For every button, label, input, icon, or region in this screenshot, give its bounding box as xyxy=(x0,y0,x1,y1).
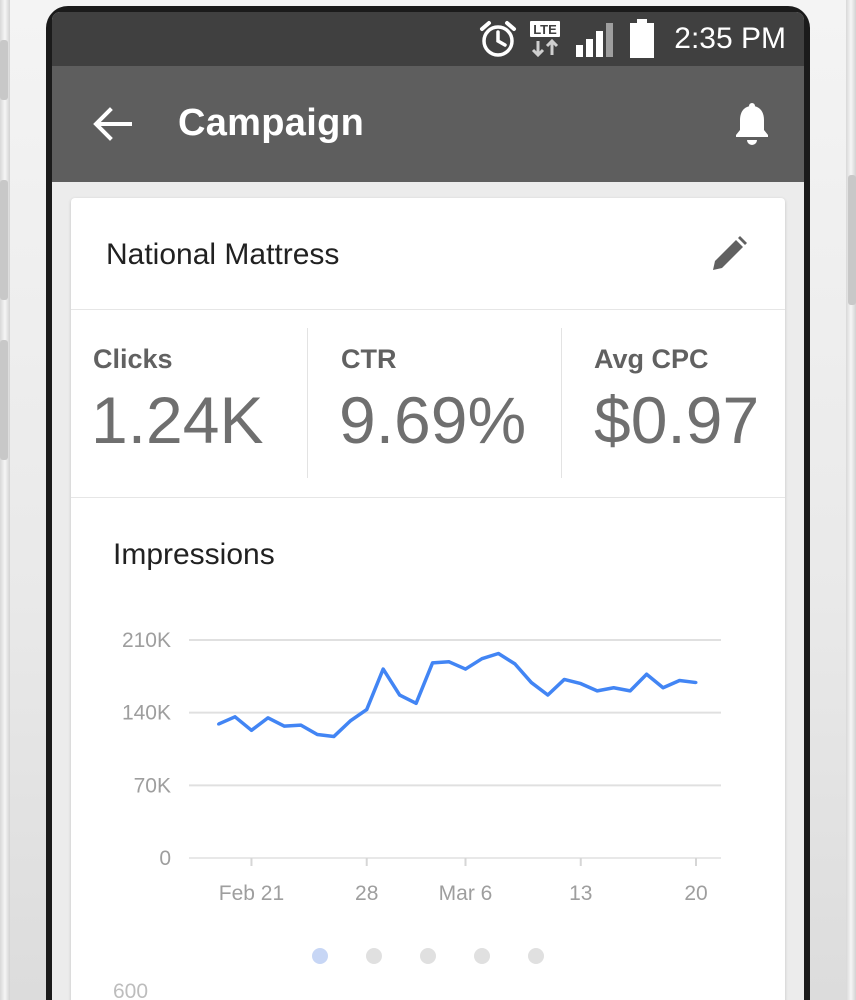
data-point xyxy=(332,735,336,739)
metrics-row: Clicks 1.24K CTR 9.69% Avg CPC $0.97 xyxy=(71,310,785,498)
x-tick-label: 13 xyxy=(569,882,592,905)
chart-pager xyxy=(71,942,785,972)
phone-side-right xyxy=(846,0,856,1000)
pencil-icon xyxy=(713,236,747,270)
data-point xyxy=(628,689,632,693)
next-chart-tick: 600 xyxy=(113,980,149,1000)
impressions-chart: 0 70K 140K 210K Feb 21 28 Mar 6 13 20 xyxy=(122,629,721,905)
data-point xyxy=(480,657,484,661)
data-point xyxy=(579,682,583,686)
status-time: 2:35 PM xyxy=(674,22,786,55)
bell-icon xyxy=(736,103,768,145)
metric-label: Avg CPC xyxy=(594,344,709,374)
campaign-name: National Mattress xyxy=(106,238,340,271)
y-tick-label: 140K xyxy=(122,702,171,725)
data-point xyxy=(431,661,435,665)
side-button xyxy=(0,340,8,460)
data-point xyxy=(562,677,566,681)
phone-screen: LTE 2:35 PM Campa xyxy=(52,12,804,1000)
data-point xyxy=(464,667,467,671)
metric-value: 1.24K xyxy=(91,383,264,457)
data-point xyxy=(233,715,237,719)
data-point xyxy=(299,723,303,727)
lte-icon: LTE xyxy=(528,19,564,59)
data-point xyxy=(529,681,533,685)
phone-side-left xyxy=(0,0,10,1000)
volume-up-button xyxy=(0,40,8,100)
data-point xyxy=(546,693,550,697)
pager-dot[interactable] xyxy=(474,948,490,964)
pager-dot[interactable] xyxy=(366,948,382,964)
data-point xyxy=(645,672,649,676)
data-point xyxy=(348,719,352,723)
impressions-series-line xyxy=(217,651,697,739)
edit-button[interactable] xyxy=(707,232,751,276)
status-bar: LTE 2:35 PM xyxy=(52,12,804,66)
data-point xyxy=(381,667,385,671)
pager-dot[interactable] xyxy=(312,948,328,964)
data-point xyxy=(365,708,369,712)
lte-label: LTE xyxy=(533,22,557,37)
app-bar: Campaign xyxy=(52,66,804,182)
arrow-back-icon xyxy=(93,107,132,141)
x-tick-label: 28 xyxy=(355,882,378,905)
pager-dot[interactable] xyxy=(420,948,436,964)
metric-ctr[interactable]: CTR 9.69% xyxy=(308,310,561,498)
data-point xyxy=(496,651,500,655)
data-point xyxy=(661,686,665,690)
power-button xyxy=(848,175,856,305)
data-point xyxy=(678,678,682,682)
y-tick-label: 210K xyxy=(122,629,171,652)
y-tick-label: 70K xyxy=(134,774,171,797)
campaign-card: National Mattress Clicks 1.24K CTR 9.69%… xyxy=(71,198,785,1000)
x-tick-label: Feb 21 xyxy=(219,882,284,905)
metric-avg-cpc[interactable]: Avg CPC $0.97 xyxy=(562,310,785,498)
volume-down-button xyxy=(0,180,8,300)
data-point xyxy=(282,724,286,728)
data-point xyxy=(266,716,270,720)
chart-title: Impressions xyxy=(113,538,275,571)
metric-divider xyxy=(561,328,562,478)
data-point xyxy=(694,681,698,685)
y-tick-label: 0 xyxy=(159,847,171,870)
page-title: Campaign xyxy=(178,102,365,144)
data-point xyxy=(595,689,599,693)
card-header: National Mattress xyxy=(71,198,785,310)
data-point xyxy=(217,722,221,726)
data-point xyxy=(398,693,402,697)
data-point xyxy=(414,701,418,705)
pager-dot[interactable] xyxy=(528,948,544,964)
metric-divider xyxy=(307,328,308,478)
metric-clicks[interactable]: Clicks 1.24K xyxy=(71,310,307,498)
metric-label: Clicks xyxy=(93,344,173,374)
metric-value: $0.97 xyxy=(594,383,760,457)
metric-label: CTR xyxy=(341,344,397,374)
data-point xyxy=(447,660,451,664)
data-point xyxy=(249,728,253,732)
notifications-button[interactable] xyxy=(732,100,772,148)
x-tick-label: 20 xyxy=(684,882,707,905)
data-point xyxy=(612,686,616,690)
signal-icon xyxy=(574,19,618,59)
back-button[interactable] xyxy=(90,104,134,144)
x-tick-label: Mar 6 xyxy=(439,882,493,905)
data-point xyxy=(315,732,319,736)
data-point xyxy=(513,662,517,666)
alarm-icon xyxy=(478,19,518,59)
battery-icon xyxy=(628,18,656,60)
metric-value: 9.69% xyxy=(339,383,527,457)
